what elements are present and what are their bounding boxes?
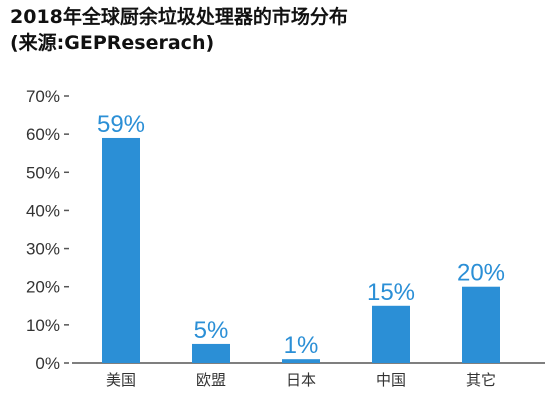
y-tick-label: 60% [26, 125, 60, 144]
y-tick-label: 50% [26, 163, 60, 182]
chart-title-block: 2018年全球厨余垃圾处理器的市场分布 (来源:GEPReserach) [10, 4, 348, 56]
y-tick-label: 30% [26, 240, 60, 259]
bar [282, 359, 320, 363]
x-category-label: 中国 [376, 371, 406, 389]
chart-subtitle: (来源:GEPReserach) [10, 32, 215, 54]
data-label: 5% [194, 317, 229, 344]
x-category-label: 其它 [466, 371, 496, 389]
y-tick-label: 40% [26, 201, 60, 220]
data-label: 15% [367, 279, 415, 306]
bar [102, 137, 140, 363]
x-category-label: 日本 [286, 371, 316, 389]
bar [462, 286, 500, 363]
chart-title: 2018年全球厨余垃圾处理器的市场分布 [10, 6, 348, 28]
x-category-label: 欧盟 [196, 371, 226, 389]
y-tick-label: 10% [26, 316, 60, 335]
data-label: 59% [97, 111, 145, 138]
x-category-label: 美国 [106, 371, 136, 389]
data-label: 1% [284, 332, 319, 359]
y-tick-label: 20% [26, 278, 60, 297]
y-tick-label: 0% [35, 354, 60, 373]
data-label: 20% [457, 260, 505, 287]
y-tick-label: 70% [26, 87, 60, 106]
bar [192, 343, 230, 363]
bar [372, 305, 410, 363]
